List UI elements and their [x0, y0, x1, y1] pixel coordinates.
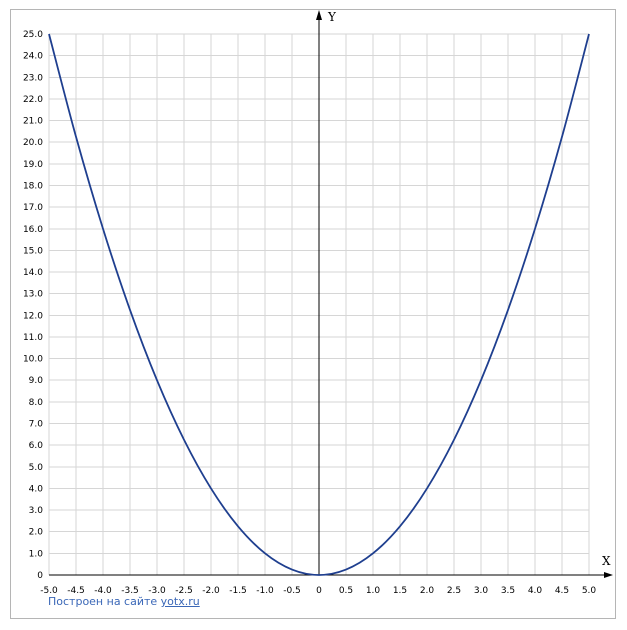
- x-tick-label: 2.5: [447, 586, 461, 596]
- y-axis-arrow-icon: [316, 10, 322, 20]
- y-tick-label: 19.0: [23, 160, 43, 170]
- series-group: [48, 33, 590, 576]
- credit-text: Построен на сайте yotx.ru: [48, 595, 200, 608]
- y-tick-label: 0: [37, 571, 43, 581]
- y-tick-label: 17.0: [23, 203, 43, 213]
- y-tick-label: 3.0: [29, 506, 44, 516]
- x-tick-label: -2.5: [175, 586, 193, 596]
- y-tick-label: 13.0: [23, 290, 43, 300]
- x-tick-label: -5.0: [40, 586, 58, 596]
- y-tick-label: 7.0: [29, 420, 44, 430]
- x-tick-label: 2.0: [420, 586, 435, 596]
- y-tick-label: 21.0: [23, 117, 43, 127]
- x-tick-label: -4.0: [94, 586, 112, 596]
- y-tick-label: 16.0: [23, 225, 43, 235]
- x-tick-label: 3.0: [474, 586, 489, 596]
- y-tick-label: 5.0: [29, 463, 44, 473]
- y-tick-label: 20.0: [23, 138, 43, 148]
- y-tick-label: 4.0: [29, 484, 44, 494]
- y-axis-label: Y: [327, 10, 337, 24]
- y-tick-label: 6.0: [29, 441, 44, 451]
- x-tick-label: -1.0: [256, 586, 274, 596]
- x-axis-arrow-icon: [604, 572, 613, 578]
- x-tick-label: 4.0: [528, 586, 543, 596]
- credit-prefix: Построен на сайте: [48, 595, 161, 608]
- y-tick-label: 15.0: [23, 246, 43, 256]
- y-tick-label: 22.0: [23, 95, 43, 105]
- y-tick-label: 8.0: [29, 398, 44, 408]
- x-tick-label: 1.0: [366, 586, 381, 596]
- x-tick-labels: -5.0 -4.5 -4.0 -3.5 -3.0 -2.5 -2.0 -1.5 -1.0 -0.5…: [40, 586, 596, 596]
- x-tick-label: 0: [316, 586, 322, 596]
- y-tick-label: 10.0: [23, 355, 43, 365]
- y-tick-label: 9.0: [29, 376, 44, 386]
- x-tick-label: -2.0: [202, 586, 220, 596]
- x-tick-label: 5.0: [582, 586, 597, 596]
- y-tick-label: 25.0: [23, 30, 43, 40]
- x-tick-label: 0.5: [339, 586, 353, 596]
- chart-frame: [10, 9, 616, 619]
- y-tick-label: 18.0: [23, 181, 43, 191]
- y-tick-label: 23.0: [23, 73, 43, 83]
- x-tick-label: 4.5: [555, 586, 569, 596]
- y-tick-labels: 0 1.0 2.0 3.0 4.0 5.0 6.0 7.0 8.0 9.0 10.0 11.0 12.0…: [23, 30, 43, 581]
- y-tick-label: 14.0: [23, 268, 43, 278]
- x-tick-label: -0.5: [283, 586, 301, 596]
- series-line-0: [48, 33, 590, 576]
- x-tick-label: -3.5: [121, 586, 139, 596]
- x-tick-label: -3.0: [148, 586, 166, 596]
- y-tick-label: 11.0: [23, 333, 43, 343]
- x-tick-label: -4.5: [67, 586, 85, 596]
- x-tick-label: -1.5: [229, 586, 247, 596]
- y-tick-label: 24.0: [23, 52, 43, 62]
- y-tick-label: 12.0: [23, 311, 43, 321]
- credit-link[interactable]: yotx.ru: [160, 595, 200, 608]
- x-tick-label: 3.5: [501, 586, 515, 596]
- x-axis-label: X: [602, 554, 611, 568]
- x-tick-label: 1.5: [393, 586, 407, 596]
- y-tick-label: 1.0: [29, 549, 44, 559]
- y-tick-label: 2.0: [29, 528, 44, 538]
